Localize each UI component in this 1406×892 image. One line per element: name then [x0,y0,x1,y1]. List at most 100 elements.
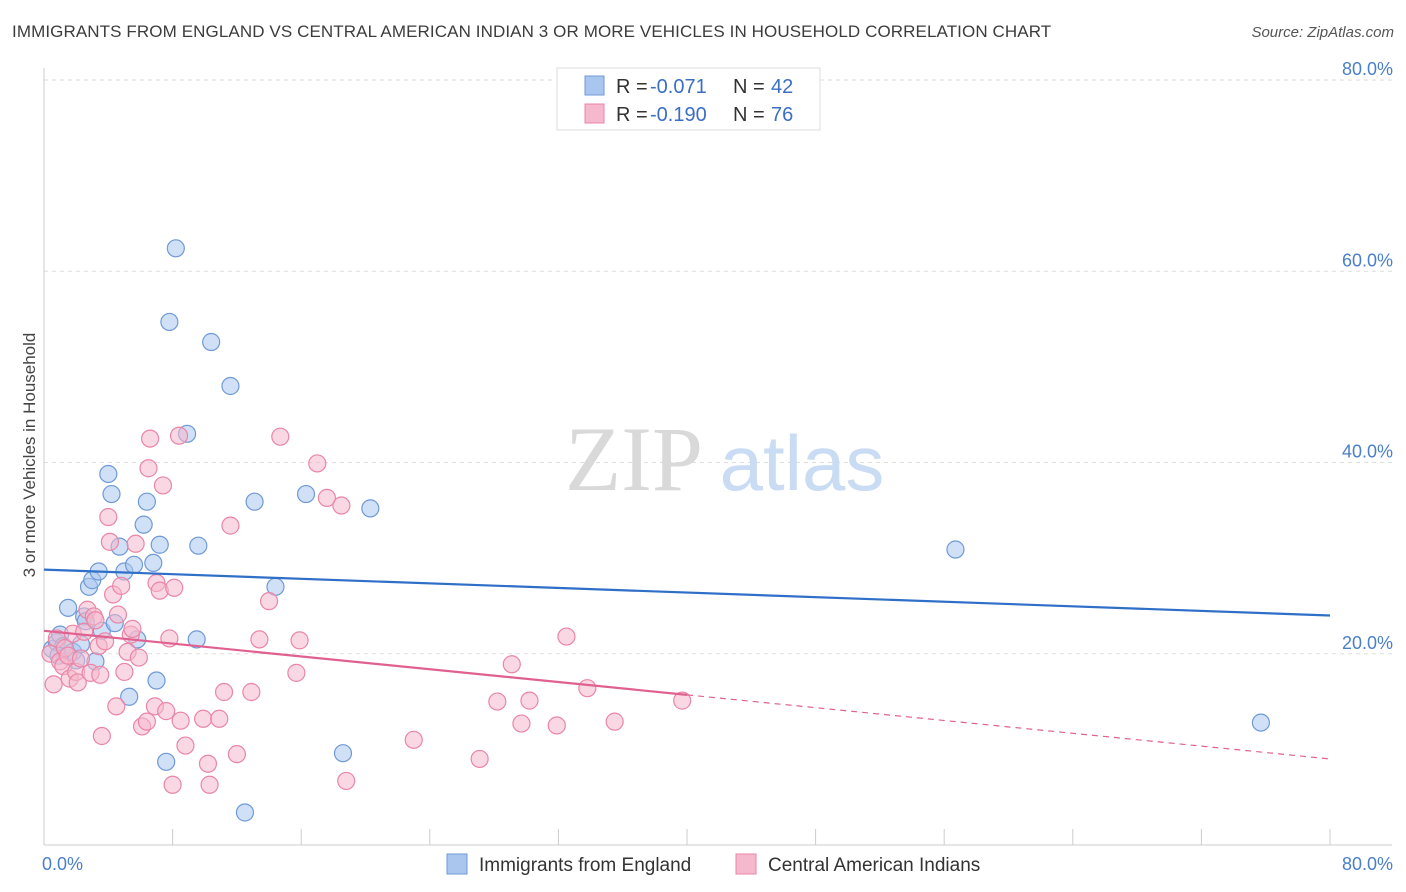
x-tick-label-end: 80.0% [1342,854,1393,874]
point-england [333,744,353,763]
point-cai [176,736,195,755]
point-cai [317,488,337,507]
point-england [99,464,118,484]
point-england [137,492,156,511]
bottom-legend-cai: Central American Indians [768,855,980,876]
point-england [124,555,144,574]
point-england [157,752,176,771]
point-cai [210,709,229,728]
legend-r-value-england: -0.071 [650,76,707,98]
point-england [150,535,169,554]
point-cai [557,627,576,646]
y-tick-label: 40.0% [1342,442,1393,462]
point-england [296,484,316,504]
source-label: Source: ZipAtlas.com [1251,24,1394,41]
legend-n-label-cai: N = [733,104,765,126]
y-axis-label: 3 or more Vehicles in Household [20,333,39,578]
point-cai [91,665,110,684]
bottom-legend: Immigrants from England Central American… [446,853,980,876]
y-tick-label: 80.0% [1342,59,1393,79]
bottom-legend-swatch-england [446,853,468,875]
legend-n-value-cai: 76 [771,104,793,126]
point-cai [194,709,213,728]
point-cai [520,691,539,710]
point-cai [512,714,531,733]
point-cai [673,691,692,710]
point-england [102,484,121,504]
point-cai [165,578,184,597]
legend-r-label-cai: R = [616,104,648,126]
point-cai [488,692,507,711]
point-cai [221,516,240,535]
point-cai [108,605,128,624]
point-cai [171,711,190,730]
point-cai [44,675,63,694]
watermark-zip: ZIP [565,408,703,510]
point-cai [100,532,120,551]
point-cai [68,673,87,692]
point-cai [242,682,261,702]
point-england [144,553,163,573]
point-england [166,239,185,258]
point-cai [250,630,269,649]
point-cai [198,754,218,773]
point-cai [112,576,131,595]
point-england [202,332,221,352]
point-cai [332,496,351,515]
point-cai [287,663,306,682]
trend-line-cai [43,629,688,696]
legend: R = -0.071 N = 42 R = -0.190 N = 76 [556,67,821,131]
point-cai [129,648,148,667]
watermark: ZIP atlas [565,408,884,510]
point-england [120,687,139,706]
data-points [41,239,1270,822]
point-england [147,671,166,690]
legend-r-value-cai: -0.190 [650,104,707,126]
point-cai [137,712,156,731]
point-cai [140,429,160,448]
point-cai [605,712,624,731]
point-cai [153,476,173,495]
point-cai [115,662,134,682]
point-cai [200,775,219,794]
point-cai [308,454,327,473]
point-cai [126,534,145,553]
point-cai [139,459,158,478]
point-cai [290,631,309,650]
chart-title: IMMIGRANTS FROM ENGLAND VS CENTRAL AMERI… [12,22,1052,41]
legend-r-label-england: R = [616,76,648,98]
point-england [235,803,255,822]
point-cai [86,611,105,630]
point-cai [169,426,189,445]
point-cai [227,745,246,764]
watermark-atlas: atlas [720,419,885,507]
grid-lines [44,79,1392,655]
point-england [946,540,965,559]
point-cai [163,775,182,794]
point-cai [99,507,118,527]
point-england [160,312,179,332]
bottom-legend-england: Immigrants from England [479,855,691,876]
point-cai [470,749,489,769]
point-cai [259,592,279,611]
point-cai [271,427,290,446]
point-england [221,376,240,396]
point-cai [404,730,423,749]
point-cai [502,655,521,674]
point-england [1251,713,1270,732]
bottom-legend-swatch-cai [735,853,757,875]
legend-swatch-cai [584,103,605,124]
point-cai [337,771,356,791]
point-cai [214,682,234,702]
point-england [134,515,153,534]
axes [43,68,1392,846]
tick-labels: 20.0% 40.0% 60.0% 80.0% 0.0% 80.0% [42,59,1393,874]
point-cai [547,716,566,735]
trend-line-dashed-cai [686,694,1331,760]
point-england [187,630,206,649]
point-england [245,492,264,511]
x-tick-label-start: 0.0% [42,854,83,874]
trend-line-england [43,568,1331,617]
legend-n-value-england: 42 [771,76,793,98]
